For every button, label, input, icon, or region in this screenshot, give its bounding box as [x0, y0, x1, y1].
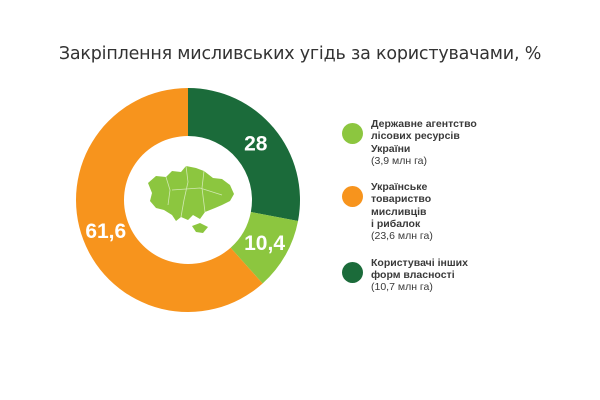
value-label: 10,4	[244, 232, 285, 255]
legend-item-hunters-society: Українське товариство мисливців і рибало…	[342, 181, 592, 242]
legend-area: (23,6 млн га)	[371, 230, 433, 243]
slice-other-owners	[188, 88, 300, 221]
legend-item-other-owners: Користувачі інших форм власності (10,7 м…	[342, 257, 592, 294]
legend-line: Користувачі інших	[371, 256, 468, 269]
legend-item-forestry-agency: Державне агентство лісових ресурсів Укра…	[342, 118, 592, 167]
chart-title: Закріплення мисливських угідь за користу…	[58, 44, 542, 64]
slice-hunters-society	[76, 88, 263, 312]
value-labels-group: 28 10,4 61,6	[85, 132, 285, 254]
legend-line: форм власності	[371, 268, 455, 281]
legend: Державне агентство лісових ресурсів Укра…	[342, 118, 592, 308]
value-label: 61,6	[85, 220, 126, 243]
legend-line: товариство	[371, 193, 432, 206]
legend-swatch-icon	[342, 261, 363, 283]
legend-line: і рибалок	[371, 218, 421, 231]
legend-line: мисливців	[371, 205, 427, 218]
legend-line: України	[371, 142, 411, 155]
legend-area: (3,9 млн га)	[371, 154, 428, 167]
legend-swatch-icon	[342, 123, 363, 144]
slices-group	[76, 88, 300, 312]
legend-line: лісових ресурсів	[371, 130, 460, 143]
legend-line: Українське	[371, 181, 428, 194]
legend-area: (10,7 млн га)	[371, 281, 433, 294]
value-label: 28	[244, 132, 268, 155]
ukraine-map-icon	[148, 165, 234, 233]
legend-line: Державне агентство	[371, 118, 477, 130]
legend-swatch-icon	[342, 186, 363, 208]
slice-forestry-agency	[230, 211, 299, 284]
